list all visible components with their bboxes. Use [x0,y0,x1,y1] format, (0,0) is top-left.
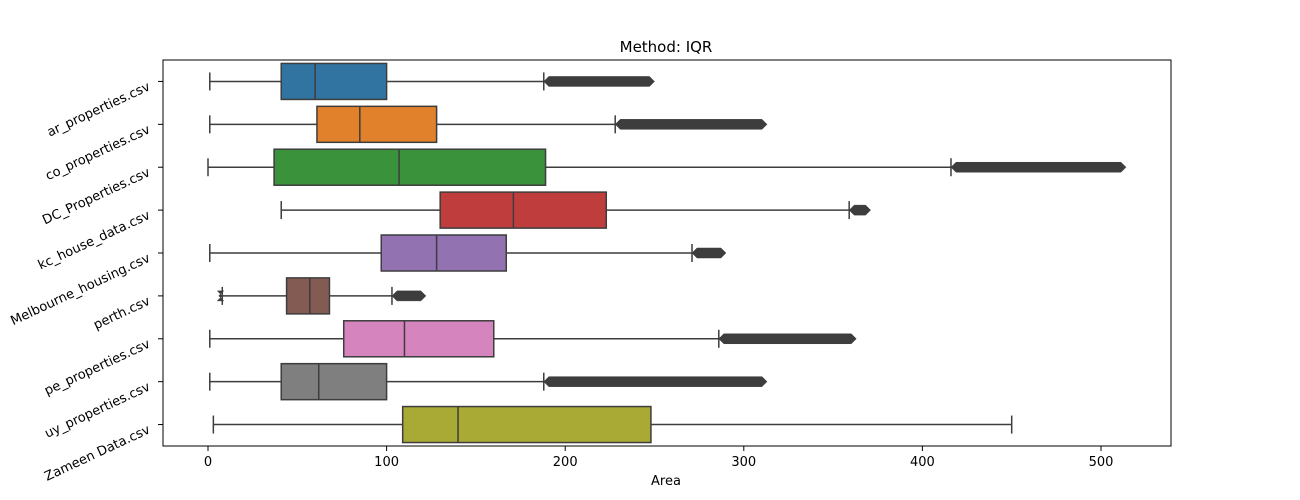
chart-title: Method: IQR [620,38,713,56]
x-tick-label: 0 [204,455,212,470]
box-uy_properties.csv [209,362,768,401]
box-perth.csv [216,277,427,315]
box-kc_house_data.csv [280,191,871,229]
x-tick-label: 100 [374,455,399,470]
x-tick-label: 400 [910,455,935,470]
outliers-high [718,333,857,345]
outliers-high [950,161,1127,173]
box-Zameen Data.csv [212,405,1013,444]
outliers-high [543,76,655,87]
iqr-box [280,62,388,101]
y-tick-label: perth.csv [91,294,153,333]
iqr-box [342,320,495,358]
x-axis: 0 100 200 300 400 500 [204,446,1114,470]
box-pe_properties.csv [209,320,857,358]
outliers-high [848,204,871,216]
outliers-high [691,247,727,259]
x-axis-label: Area [651,474,681,489]
outliers-high [614,119,768,130]
box-DC_Properties.csv [207,148,1127,186]
y-axis: ar_properties.csvco_properties.csvDC_Pro… [8,79,163,485]
outliers-high [391,290,427,302]
iqr-box [401,405,652,444]
boxes-group [207,62,1127,444]
iqr-box [316,105,438,144]
box-Melbourne_housing.csv [209,234,727,272]
iqr-box [380,234,508,272]
box-co_properties.csv [209,105,768,144]
x-tick-label: 500 [1089,455,1114,470]
iqr-box [439,191,608,229]
x-tick-label: 200 [553,455,578,470]
iqr-box [285,277,331,315]
outliers-low [216,290,225,302]
outliers-high [543,376,768,387]
iqr-box [280,362,388,401]
box-ar_properties.csv [209,62,655,101]
x-tick-label: 300 [731,455,756,470]
iqr-box [273,148,547,186]
